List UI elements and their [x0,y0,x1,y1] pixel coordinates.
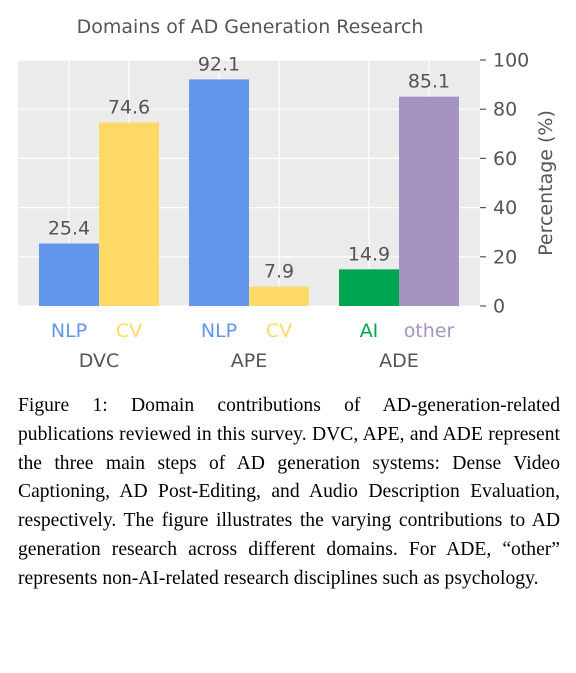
bar-chart: 0 20 40 60 80 100 25.4 NLP 74.6 CV DVC 92.1 NLP 7.9 C… [18,16,557,372]
bar [189,79,249,307]
figure-caption: Figure 1: Domain contributions of AD-gen… [18,392,560,594]
y-tick-label: 20 [493,246,517,268]
category-label: NLP [201,320,237,342]
y-tick-label: 80 [493,99,517,121]
bar [99,122,159,306]
bars [39,79,459,307]
chart-title: Domains of AD Generation Research [77,16,424,38]
category-label: other [404,320,455,342]
bar [339,269,399,306]
data-label: 14.9 [348,243,390,265]
y-axis-label: Percentage (%) [535,110,557,256]
data-label: 7.9 [264,261,294,283]
caption-text: Domain contributions of AD-generation-re… [18,395,560,589]
category-label: NLP [51,320,87,342]
bar [399,96,459,307]
data-label: 25.4 [48,218,90,240]
category-label: CV [116,320,142,342]
labels: 25.4 NLP 74.6 CV DVC 92.1 NLP 7.9 CV APE 14.9 AI 85.… [48,53,455,372]
y-tick-label: 0 [493,296,505,318]
bar [39,243,99,306]
category-label: CV [266,320,292,342]
group-label: ADE [379,350,419,372]
group-label: DVC [79,350,120,372]
data-label: 74.6 [108,96,150,118]
category-label: AI [360,320,379,342]
bar [249,286,309,306]
caption-prefix: Figure 1: [18,395,108,416]
y-tick-label: 100 [493,50,529,72]
data-label: 85.1 [408,71,450,93]
y-tick-label: 60 [493,148,517,170]
y-axis: 0 20 40 60 80 100 [480,50,529,318]
data-label: 92.1 [198,53,240,75]
group-label: APE [231,350,267,372]
y-tick-label: 40 [493,197,517,219]
